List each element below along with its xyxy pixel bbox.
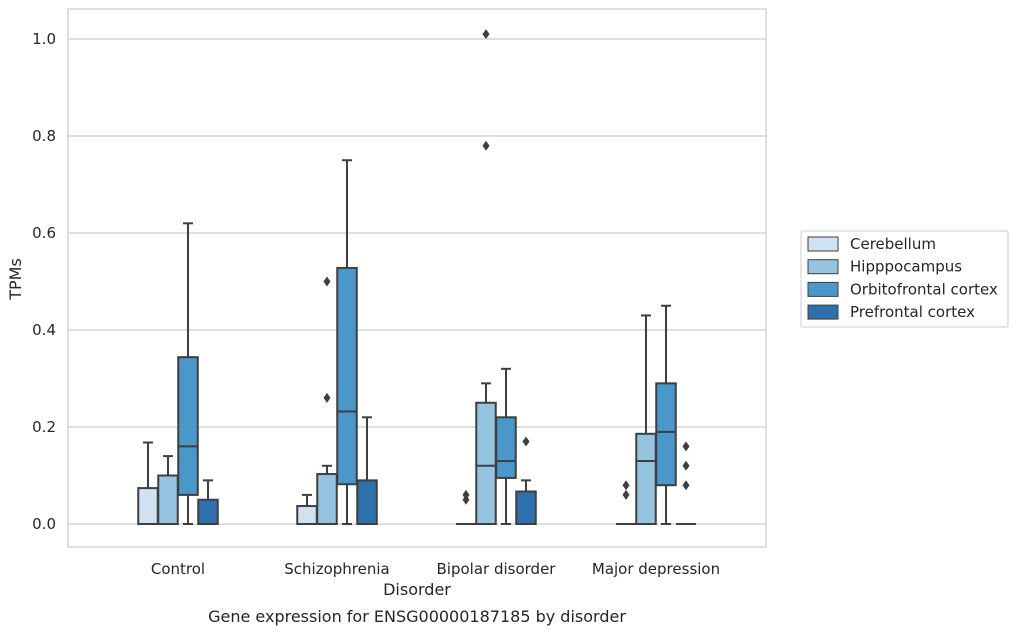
- box-prefrontal-cortex-2: [515, 436, 537, 526]
- box-body: [197, 498, 219, 525]
- box-body: [316, 473, 338, 526]
- x-tick-labels: Control Schizophrenia Bipolar disorder Majo…: [151, 560, 720, 578]
- outlier-point: [682, 480, 690, 491]
- box-cerebellum-3: [616, 480, 636, 525]
- box-body: [336, 266, 358, 486]
- box-body: [137, 487, 159, 525]
- legend-entry-label: Cerebellum: [850, 235, 936, 253]
- x-tick-label: Control: [151, 560, 205, 578]
- x-tick-label: Major depression: [592, 560, 720, 578]
- outlier-point: [482, 29, 490, 40]
- box-prefrontal-cortex-0: [197, 479, 219, 525]
- legend-swatch: [807, 281, 839, 297]
- x-axis-label: Disorder: [383, 580, 451, 599]
- boxes-layer: [137, 29, 696, 526]
- outlier-point: [482, 140, 490, 151]
- outlier-point: [682, 460, 690, 471]
- legend-swatch: [807, 304, 839, 320]
- box-hipppocampus-2: [475, 29, 497, 525]
- outlier-point: [522, 436, 530, 447]
- outlier-point: [323, 276, 331, 287]
- box-orbitofrontal-cortex-0: [177, 222, 199, 525]
- box-prefrontal-cortex-3: [676, 441, 696, 525]
- y-axis-label: TPMs: [6, 258, 25, 301]
- y-tick-label: 0.0: [32, 515, 56, 533]
- box-body: [635, 432, 657, 526]
- outlier-point: [462, 489, 470, 500]
- legend-entry-label: Hipppocampus: [850, 258, 962, 276]
- legend-entry-label: Prefrontal cortex: [850, 303, 975, 321]
- box-body: [177, 356, 199, 496]
- legend: Cerebellum Hipppocampus Orbitofrontal cort…: [800, 230, 1009, 328]
- box-body: [157, 474, 179, 525]
- box-body: [296, 505, 318, 525]
- y-tick-label: 0.2: [32, 418, 56, 436]
- box-orbitofrontal-cortex-3: [655, 304, 677, 525]
- box-body: [495, 416, 517, 479]
- box-cerebellum-2: [456, 489, 476, 525]
- box-cerebellum-1: [296, 493, 318, 525]
- x-tick-label: Schizophrenia: [284, 560, 389, 578]
- plot-area-frame: [67, 8, 767, 548]
- x-tick-label: Bipolar disorder: [437, 560, 557, 578]
- box-orbitofrontal-cortex-2: [495, 367, 517, 525]
- y-tick-label: 1.0: [32, 30, 56, 48]
- legend-entry-label: Orbitofrontal cortex: [850, 280, 998, 298]
- legend-swatch: [807, 259, 839, 275]
- y-tick-labels: 0.0 0.2 0.4 0.6 0.8 1.0: [32, 30, 56, 533]
- box-body: [356, 479, 378, 526]
- legend-frame: [800, 230, 1009, 328]
- y-tick-label: 0.4: [32, 321, 56, 339]
- box-cerebellum-0: [137, 441, 159, 525]
- legend-swatch: [807, 236, 839, 252]
- box-orbitofrontal-cortex-1: [336, 159, 358, 525]
- box-prefrontal-cortex-1: [356, 416, 378, 526]
- box-body: [515, 490, 537, 526]
- chart-title: Gene expression for ENSG00000187185 by d…: [208, 607, 626, 626]
- box-body: [655, 382, 677, 487]
- y-tick-label: 0.6: [32, 224, 56, 242]
- outlier-point: [622, 489, 630, 500]
- outlier-point: [622, 480, 630, 491]
- outlier-point: [323, 392, 331, 403]
- outlier-point: [682, 441, 690, 452]
- box-hipppocampus-3: [635, 314, 657, 526]
- box-body: [475, 401, 497, 525]
- box-hipppocampus-1: [316, 276, 338, 526]
- y-tick-label: 0.8: [32, 127, 56, 145]
- box-hipppocampus-0: [157, 455, 179, 525]
